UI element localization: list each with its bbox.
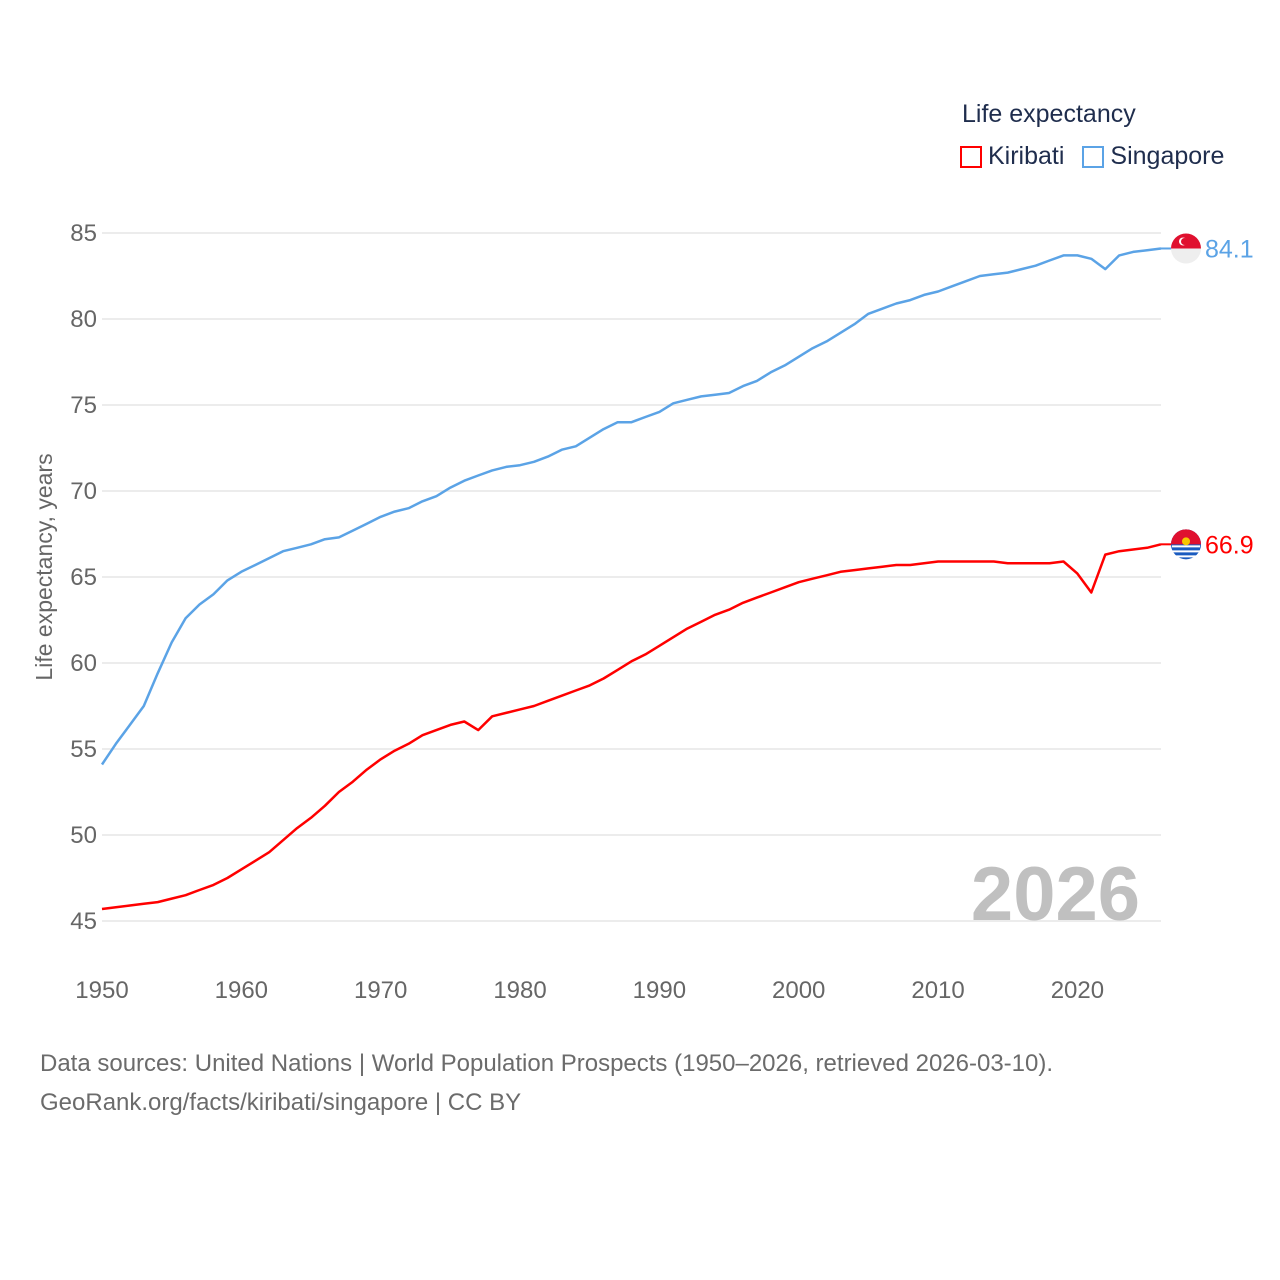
- legend-label-kiribati: Kiribati: [988, 142, 1065, 170]
- series-line-singapore: [100, 247, 1162, 766]
- y-tick-label: 60: [70, 650, 97, 677]
- y-tick-label: 80: [70, 306, 97, 333]
- legend: Kiribati Singapore: [960, 142, 1224, 171]
- attribution-link[interactable]: GeoRank.org/facts/kiribati/singapore | C…: [40, 1089, 522, 1116]
- y-tick-label: 45: [70, 908, 97, 935]
- x-tick-label: 1950: [75, 977, 128, 1004]
- legend-swatch-kiribati: [960, 145, 982, 168]
- footer: Data sources: United Nations | World Pop…: [40, 1044, 1053, 1122]
- x-tick-label: 2010: [911, 977, 964, 1004]
- x-tick-label: 2000: [772, 977, 825, 1004]
- x-tick-label: 2020: [1051, 977, 1104, 1004]
- year-watermark: 2026: [971, 852, 1140, 937]
- end-value-label-singapore: 84.1: [1205, 235, 1254, 263]
- x-tick-label: 1970: [354, 977, 407, 1004]
- end-value-label-kiribati: 66.9: [1205, 531, 1254, 559]
- y-tick-label: 50: [70, 822, 97, 849]
- x-tick-label: 1990: [633, 977, 686, 1004]
- x-tick-label: 1980: [493, 977, 546, 1004]
- legend-item-kiribati[interactable]: Kiribati: [960, 142, 1064, 171]
- legend-label-singapore: Singapore: [1110, 142, 1225, 170]
- flag-kiribati-sun: [1182, 537, 1190, 546]
- flag-crescent-cut: [1181, 237, 1188, 245]
- y-axis-label: Life expectancy, years: [31, 453, 57, 680]
- legend-title: Life expectancy: [962, 100, 1136, 128]
- flag-kiribati-red: [1171, 529, 1201, 545]
- data-source-text: Data sources: United Nations | World Pop…: [40, 1050, 1054, 1077]
- y-tick-label: 55: [70, 736, 97, 763]
- legend-item-singapore[interactable]: Singapore: [1082, 142, 1224, 171]
- legend-swatch-singapore: [1082, 145, 1105, 168]
- series-line-kiribati: [101, 543, 1162, 911]
- y-tick-label: 75: [70, 392, 97, 419]
- y-tick-label: 65: [70, 564, 97, 591]
- y-tick-label: 70: [70, 478, 97, 505]
- x-tick-label: 1960: [215, 977, 268, 1004]
- y-tick-label: 85: [70, 220, 97, 247]
